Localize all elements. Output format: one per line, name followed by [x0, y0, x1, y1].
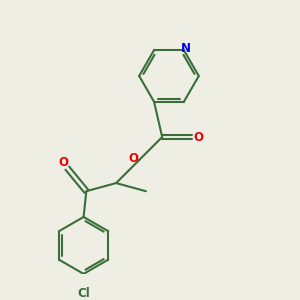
Text: Cl: Cl — [77, 287, 90, 300]
Text: O: O — [128, 152, 138, 165]
Text: O: O — [58, 156, 68, 169]
Text: N: N — [181, 42, 191, 55]
Text: O: O — [193, 130, 203, 143]
